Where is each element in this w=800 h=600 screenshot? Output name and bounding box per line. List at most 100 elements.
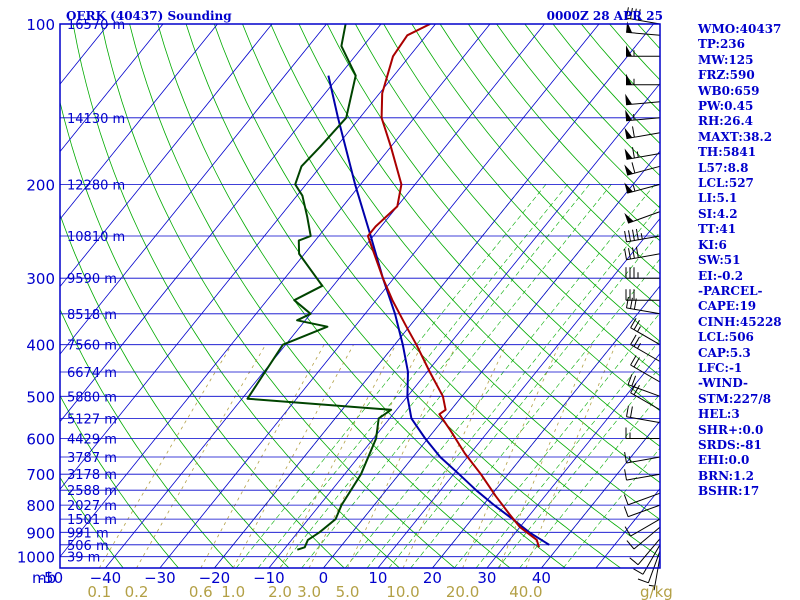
height-label: 6674 m <box>67 366 117 381</box>
wind-barb-half-flag <box>632 185 636 192</box>
index-value: MW:125 <box>698 52 754 67</box>
wind-barb <box>625 289 660 301</box>
height-label: 5880 m <box>67 390 117 405</box>
mixing-ratio-line <box>98 344 233 568</box>
wind-barb-staff <box>630 344 661 362</box>
pressure-tick-label: 300 <box>26 270 55 288</box>
wind-barb <box>626 405 661 424</box>
wind-barb-flag <box>630 383 637 394</box>
wind-barb-flag <box>630 334 637 345</box>
isotherm <box>60 24 491 558</box>
pressure-tick-label: 200 <box>26 176 55 194</box>
temperature-tick-label: −10 <box>253 569 285 587</box>
wind-barb-staff <box>626 416 661 424</box>
wind-barb-staff <box>642 544 661 575</box>
mixing-ratio-tick-label: 0.1 <box>87 583 111 600</box>
wind-barb-flag <box>633 336 640 347</box>
isotherm <box>214 24 654 568</box>
wind-barb-flag <box>624 231 627 242</box>
wind-barb-flag <box>630 406 633 418</box>
wind-barb <box>630 317 661 346</box>
isotherm <box>268 82 660 568</box>
wind-barb-half-flag <box>637 326 641 332</box>
dry-adiabat <box>439 24 660 275</box>
wind-barb-half-flag <box>628 456 631 463</box>
temperature-tick-label: 10 <box>368 569 387 587</box>
wind-barb-flag <box>635 246 639 258</box>
isotherm <box>159 24 600 568</box>
pressure-tick-label: 1000 <box>17 549 55 567</box>
mixing-ratio-tick-label: 0.6 <box>189 583 213 600</box>
height-label: 39 m <box>67 551 100 566</box>
wind-barb <box>627 374 661 397</box>
moist-adiabat <box>344 184 656 568</box>
height-label: 4429 m <box>67 433 117 448</box>
index-value: TT:41 <box>698 222 737 237</box>
dry-adiabat <box>72 24 400 568</box>
height-label: 991 m <box>67 526 109 541</box>
wind-barb-pennant <box>625 93 633 105</box>
height-label: 9590 m <box>67 272 117 287</box>
wind-barb-staff <box>633 526 661 550</box>
pressure-tick-label: 600 <box>26 431 55 449</box>
mixing-ratio-line <box>308 344 423 568</box>
wind-barb-half-flag <box>648 584 655 587</box>
index-value: EHI:0.0 <box>698 453 750 468</box>
wind-barb-flag <box>627 374 633 385</box>
isotherm <box>432 285 660 568</box>
wind-barb <box>648 556 661 591</box>
mixing-ratio-line <box>498 344 593 568</box>
pressure-tick-label: 100 <box>26 16 55 34</box>
pressure-tick-label: 800 <box>26 497 55 515</box>
wind-barb <box>626 526 661 550</box>
wind-barb-staff <box>627 183 661 194</box>
wind-barb-staff <box>630 364 661 383</box>
wind-barb <box>625 267 660 279</box>
plot-frame <box>59 23 661 569</box>
wind-barb <box>630 355 661 383</box>
sounding-datetime: 0000Z 28 APR 25 <box>546 9 663 23</box>
isotherm <box>60 24 436 490</box>
index-value: HEL:3 <box>698 407 740 422</box>
wind-barb <box>625 109 661 122</box>
mixing-ratio-line <box>200 344 325 568</box>
dry-adiabat <box>298 24 660 447</box>
moist-adiabat <box>562 447 660 568</box>
index-value: BSHR:17 <box>698 484 760 499</box>
index-value: -WIND- <box>698 376 748 391</box>
wind-barb-flag <box>632 247 635 259</box>
wind-barb-half-flag <box>637 343 641 349</box>
wind-barb <box>633 544 661 575</box>
wind-barb-staff <box>626 235 661 243</box>
index-value: CAP:5.3 <box>698 345 751 360</box>
index-value: CINH:45228 <box>698 314 782 329</box>
mixing-ratio-tick-label: 1.0 <box>221 583 245 600</box>
wind-barb-staff <box>627 504 661 518</box>
wind-barb <box>630 383 661 411</box>
isotherm <box>60 24 218 220</box>
index-value: WMO:40437 <box>698 22 782 36</box>
wind-barb-half-flag <box>633 114 635 121</box>
wind-barb-pennant <box>624 182 633 194</box>
wind-barb-pennant <box>624 212 634 224</box>
mixing-ratio-tick-label: 40.0 <box>509 583 542 600</box>
wind-barb-flag <box>624 248 627 260</box>
wind-barb <box>626 297 661 315</box>
isotherm <box>541 420 660 568</box>
index-value: SI:4.2 <box>698 206 738 221</box>
wind-barb-flag <box>623 506 629 517</box>
wind-barb <box>624 126 661 140</box>
isotherm <box>486 352 660 568</box>
wind-barb-staff <box>630 327 661 346</box>
index-value: LCL:527 <box>698 176 754 191</box>
dry-adiabat <box>411 24 660 308</box>
wind-barb-pennant <box>626 45 632 57</box>
wind-barb <box>623 492 661 506</box>
wind-barb-pennant <box>624 127 633 139</box>
wind-barb-flag <box>626 540 635 550</box>
height-label: 7560 m <box>67 339 117 354</box>
wind-barb-flag <box>624 526 632 537</box>
wind-barb <box>624 147 661 160</box>
dry-adiabat <box>129 24 511 568</box>
